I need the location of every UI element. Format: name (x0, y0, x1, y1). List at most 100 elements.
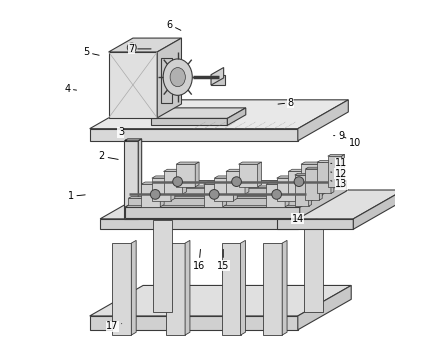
Text: 10: 10 (344, 137, 361, 147)
Polygon shape (331, 161, 334, 193)
Polygon shape (266, 184, 285, 207)
Circle shape (232, 177, 241, 186)
Text: 11: 11 (331, 158, 347, 168)
Polygon shape (89, 285, 351, 316)
Polygon shape (204, 184, 223, 207)
Polygon shape (296, 176, 299, 201)
Polygon shape (141, 184, 160, 207)
Circle shape (151, 190, 160, 199)
Polygon shape (163, 169, 187, 172)
Polygon shape (223, 182, 226, 207)
Polygon shape (300, 181, 346, 218)
Polygon shape (226, 169, 249, 172)
Polygon shape (211, 75, 225, 85)
Polygon shape (285, 182, 289, 207)
Polygon shape (301, 162, 324, 164)
Polygon shape (317, 162, 331, 193)
Polygon shape (124, 181, 346, 207)
Polygon shape (317, 161, 334, 162)
Polygon shape (124, 141, 138, 219)
Polygon shape (301, 164, 320, 187)
Polygon shape (298, 285, 351, 330)
Circle shape (294, 177, 304, 186)
Polygon shape (282, 240, 287, 335)
Polygon shape (277, 178, 296, 201)
Text: 9: 9 (334, 131, 344, 141)
Circle shape (272, 190, 281, 199)
Text: 16: 16 (193, 249, 205, 271)
Polygon shape (124, 139, 142, 141)
Text: 14: 14 (291, 214, 304, 224)
Polygon shape (166, 243, 185, 335)
Polygon shape (160, 182, 164, 207)
Polygon shape (89, 129, 298, 141)
Polygon shape (239, 162, 261, 164)
Circle shape (210, 190, 219, 199)
Polygon shape (176, 164, 195, 187)
Polygon shape (233, 176, 237, 201)
Polygon shape (214, 176, 237, 178)
Polygon shape (157, 38, 182, 118)
Polygon shape (152, 176, 175, 178)
Text: 5: 5 (83, 47, 99, 57)
Polygon shape (277, 219, 354, 229)
Polygon shape (227, 108, 246, 125)
Polygon shape (342, 154, 345, 187)
Polygon shape (319, 167, 322, 200)
Polygon shape (138, 139, 142, 219)
Polygon shape (241, 240, 245, 335)
Polygon shape (277, 190, 404, 219)
Polygon shape (298, 100, 348, 141)
Polygon shape (131, 240, 136, 335)
Polygon shape (288, 172, 307, 194)
Text: 15: 15 (217, 249, 229, 271)
Polygon shape (151, 108, 246, 118)
Circle shape (173, 177, 183, 186)
Polygon shape (309, 173, 311, 206)
Ellipse shape (163, 59, 192, 95)
Polygon shape (258, 162, 261, 187)
Polygon shape (245, 169, 249, 194)
Polygon shape (288, 169, 311, 172)
Polygon shape (354, 190, 404, 229)
Polygon shape (128, 198, 303, 205)
Text: 13: 13 (331, 179, 347, 189)
Polygon shape (152, 178, 171, 201)
Text: 6: 6 (167, 20, 181, 30)
Text: 3: 3 (118, 127, 126, 141)
Polygon shape (128, 197, 307, 198)
Polygon shape (222, 243, 241, 335)
Polygon shape (195, 162, 199, 187)
Polygon shape (298, 190, 348, 229)
Text: 17: 17 (106, 322, 122, 331)
Polygon shape (176, 162, 199, 164)
Polygon shape (147, 186, 325, 188)
Polygon shape (147, 188, 322, 194)
Polygon shape (277, 176, 299, 178)
Polygon shape (124, 207, 300, 218)
Polygon shape (239, 164, 258, 187)
Text: 2: 2 (99, 151, 118, 161)
Text: 7: 7 (128, 44, 151, 54)
Polygon shape (89, 100, 348, 129)
Polygon shape (112, 243, 131, 335)
Polygon shape (211, 67, 224, 85)
Polygon shape (171, 176, 175, 201)
Polygon shape (163, 172, 183, 194)
Text: 12: 12 (331, 169, 347, 179)
Polygon shape (162, 58, 172, 103)
Polygon shape (100, 190, 348, 219)
Text: 4: 4 (64, 84, 77, 94)
Polygon shape (305, 167, 322, 169)
Polygon shape (226, 172, 245, 194)
Polygon shape (328, 154, 345, 156)
Polygon shape (305, 169, 319, 200)
Polygon shape (183, 169, 187, 194)
Polygon shape (263, 243, 282, 335)
Polygon shape (214, 178, 233, 201)
Polygon shape (328, 156, 342, 187)
Polygon shape (307, 169, 311, 194)
Polygon shape (109, 38, 182, 52)
Polygon shape (295, 175, 309, 206)
Polygon shape (204, 182, 226, 184)
